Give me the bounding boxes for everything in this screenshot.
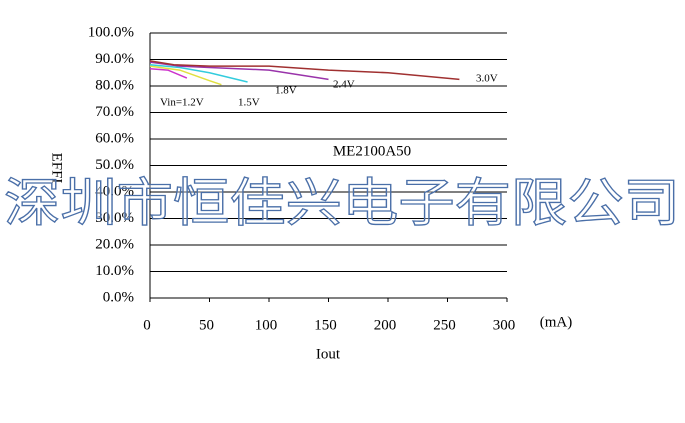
y-tick-label: 0.0% (103, 289, 134, 305)
x-tick-label: 250 (433, 317, 456, 333)
series-label: 1.5V (238, 97, 260, 109)
y-tick-label: 10.0% (95, 263, 134, 279)
chart-annotation: ME2100A50 (333, 143, 411, 159)
x-tick-label: 300 (493, 317, 516, 333)
x-tick-label: 50 (199, 317, 214, 333)
series-line (149, 65, 222, 86)
y-tick-label: 70.0% (95, 104, 134, 120)
y-tick-label: 30.0% (95, 210, 134, 226)
series-line (149, 64, 248, 83)
series-label: 1.8V (275, 85, 297, 97)
series-label: 3.0V (476, 73, 498, 85)
y-tick-label: 50.0% (95, 157, 134, 173)
y-tick-label: 100.0% (88, 24, 134, 40)
y-axis-label: EFFI (49, 153, 65, 184)
watermark: 深圳市恒佳兴电子有限公司 (4, 174, 680, 234)
series-line (149, 60, 460, 81)
series-line (149, 68, 188, 79)
y-tick-label: 40.0% (95, 183, 134, 199)
x-tick-label: 0 (143, 317, 151, 333)
series-label: Vin=1.2V (160, 97, 204, 109)
x-tick-label: 100 (255, 317, 278, 333)
series-label: 2.4V (333, 79, 355, 91)
y-tick-label: 80.0% (95, 77, 134, 93)
x-axis-unit: (mA) (540, 314, 573, 330)
y-tick-label: 60.0% (95, 130, 134, 146)
y-tick-label: 90.0% (95, 51, 134, 67)
x-tick-label: 200 (374, 317, 397, 333)
x-axis-label: Iout (316, 346, 341, 362)
y-tick-label: 20.0% (95, 236, 134, 252)
x-tick-label: 150 (314, 317, 337, 333)
